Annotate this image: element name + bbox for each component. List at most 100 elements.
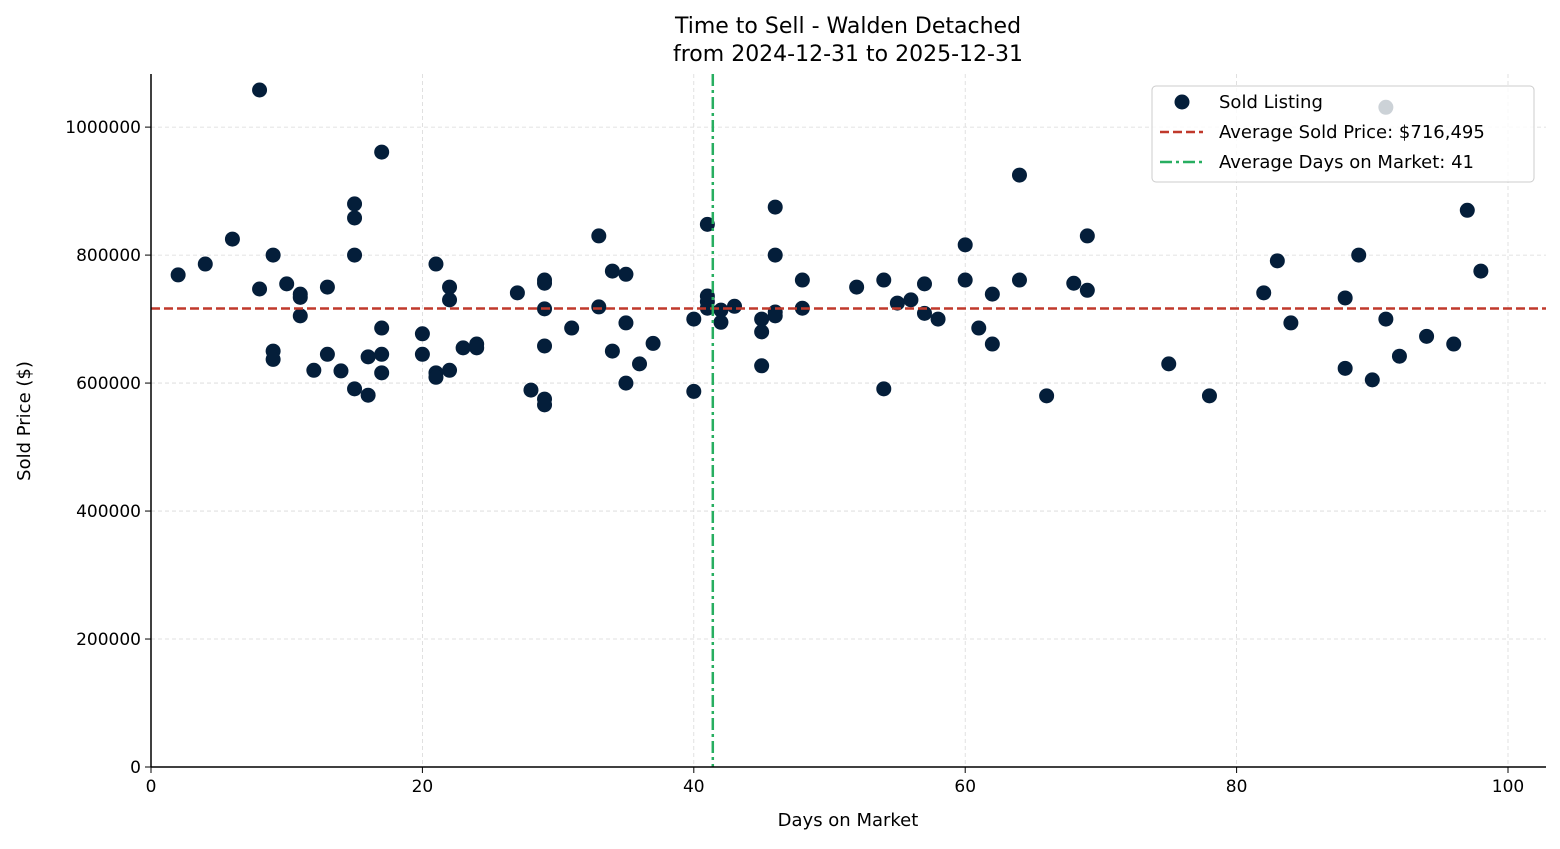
data-point [957,272,973,288]
data-point [632,356,648,372]
data-point [428,369,444,385]
data-point [1446,336,1462,352]
data-point [347,381,363,397]
y-tick-label: 200000 [76,630,141,650]
data-point [1011,167,1027,183]
data-point [292,308,308,324]
data-point [849,279,865,295]
data-point [319,279,335,295]
x-tick-label: 40 [683,777,705,797]
legend: Sold Listing Average Sold Price: $716,49… [1151,85,1535,183]
axis-ticks: 0 20 40 60 80 100 0 200000 400000 600000 800000 100… [65,118,1524,797]
data-point [618,375,634,391]
data-point [279,276,295,292]
data-point [537,338,553,354]
data-point [442,362,458,378]
y-tick-label: 800000 [76,246,141,266]
data-point [252,281,268,297]
data-point [455,340,471,356]
data-point [428,256,444,272]
data-point [876,272,892,288]
y-axis-label: Sold Price ($) [14,361,35,481]
data-point [564,320,580,336]
reference-lines [151,74,1546,767]
data-point [224,231,240,247]
data-point [347,247,363,263]
data-point [767,199,783,215]
data-point [591,299,607,315]
data-point [442,292,458,308]
data-point [347,196,363,212]
x-tick-label: 60 [954,777,976,797]
data-point [1201,388,1217,404]
data-point [591,228,607,244]
data-point [442,279,458,295]
data-point [333,363,349,379]
data-point [292,289,308,305]
legend-label-avg-days: Average Days on Market: 41 [1219,152,1474,173]
data-point [767,247,783,263]
data-point [360,349,376,365]
data-point [876,381,892,397]
data-point [347,210,363,226]
data-point [523,382,539,398]
data-point [374,346,390,362]
data-point [1473,263,1489,279]
data-point [374,365,390,381]
x-axis-label: Days on Market [778,810,919,831]
data-point [618,266,634,282]
data-point [414,346,430,362]
data-point [197,256,213,272]
data-point [1391,348,1407,364]
data-point [360,387,376,403]
data-point [1079,282,1095,298]
data-point [1459,202,1475,218]
y-tick-label: 1000000 [65,118,141,138]
data-point [686,311,702,327]
data-point [645,335,661,351]
data-point [903,292,919,308]
data-point [916,276,932,292]
x-tick-label: 80 [1226,777,1248,797]
data-point [1269,253,1285,269]
data-point [1351,247,1367,263]
data-point [727,298,743,314]
data-point [1079,228,1095,244]
data-point [984,336,1000,352]
data-point [930,311,946,327]
data-point [754,358,770,374]
x-tick-label: 0 [146,777,157,797]
data-point [537,397,553,413]
data-point [1364,372,1380,388]
data-point [957,237,973,253]
data-point [1256,285,1272,301]
data-point [971,320,987,336]
data-point [889,295,905,311]
data-point [1337,360,1353,376]
data-point [686,383,702,399]
data-point [252,82,268,98]
legend-marker-sold [1174,94,1190,110]
data-point [265,247,281,263]
y-tick-label: 0 [130,758,141,778]
chart-subtitle: from 2024-12-31 to 2025-12-31 [673,42,1023,67]
data-point [414,326,430,342]
data-point [1337,290,1353,306]
data-point [509,285,525,301]
x-tick-label: 20 [412,777,434,797]
data-point [1066,275,1082,291]
data-point [604,343,620,359]
data-point [699,300,715,316]
data-point [699,216,715,232]
data-point [754,324,770,340]
data-point [537,275,553,291]
data-point [319,346,335,362]
legend-label-avg-price: Average Sold Price: $716,495 [1219,122,1485,143]
data-point [713,302,729,318]
data-point [767,308,783,324]
x-tick-label: 100 [1492,777,1524,797]
data-point [469,340,485,356]
data-point [1039,388,1055,404]
data-point [374,144,390,160]
